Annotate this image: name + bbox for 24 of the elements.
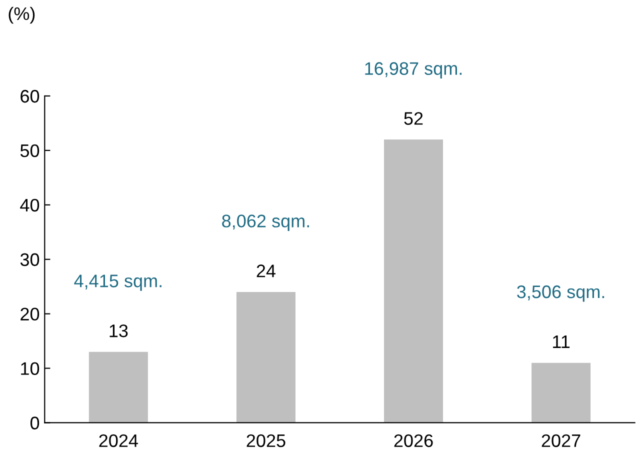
y-tick-label: 50 [20, 144, 40, 158]
bar [384, 140, 444, 423]
data-label: 52 [404, 112, 423, 125]
y-tick-label: 0 [30, 416, 40, 430]
y-tick-label: 40 [20, 198, 40, 212]
x-tick-label: 2027 [542, 434, 580, 448]
text: 16,987 sqm. [365, 62, 462, 79]
y-tick-label: 30 [20, 253, 40, 266]
annotation: 3,506 sqm. [517, 285, 604, 302]
data-label: 24 [256, 264, 276, 278]
x-tick-label: 2025 [246, 434, 286, 448]
annotation: 8,062 sqm. [222, 214, 309, 231]
y-tick-label: 10 [21, 362, 40, 375]
bar [88, 352, 148, 423]
bar [236, 292, 296, 423]
x-tick-label: 2026 [394, 434, 433, 448]
annotation: 4,415 sqm. [74, 274, 162, 291]
data-label: 11 [553, 336, 570, 348]
y-tick-label: 20 [20, 308, 40, 321]
y-axis-title: (%) [8, 6, 35, 24]
bar [532, 362, 591, 423]
y-tick-label: 60 [20, 90, 40, 103]
x-tick-label: 2024 [99, 434, 138, 448]
data-label: 13 [110, 324, 128, 338]
